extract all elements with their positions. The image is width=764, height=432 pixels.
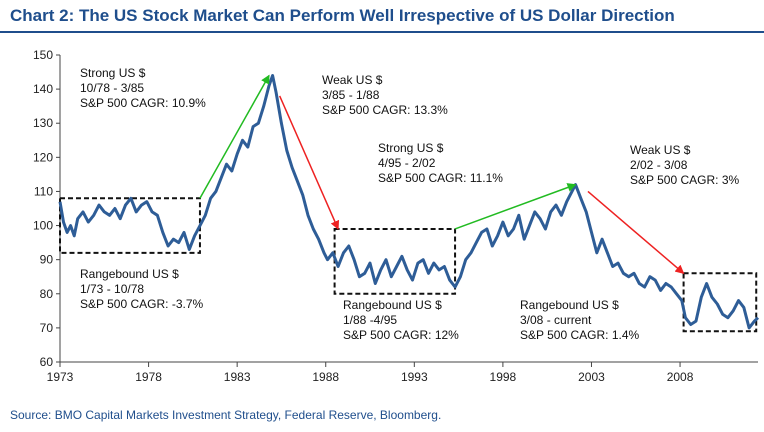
annotation-line: S&P 500 CAGR: 12% (343, 328, 459, 342)
annotation-line: S&P 500 CAGR: -3.7% (80, 297, 204, 311)
x-tick-label: 2008 (667, 370, 694, 384)
x-tick-label: 1993 (401, 370, 428, 384)
annotation-note: Rangebound US $1/88 -4/95S&P 500 CAGR: 1… (343, 298, 459, 342)
annotation-line: Rangebound US $ (80, 267, 179, 281)
annotation-line: S&P 500 CAGR: 11.1% (378, 171, 503, 185)
y-tick-label: 90 (40, 253, 54, 267)
annotation-line: 3/08 - current (520, 313, 592, 327)
y-tick-label: 150 (33, 48, 53, 62)
y-tick-label: 130 (33, 116, 53, 130)
annotation-note: Strong US $4/95 - 2/02S&P 500 CAGR: 11.1… (378, 141, 503, 185)
rangebound-box (333, 227, 457, 295)
y-tick-label: 60 (40, 355, 54, 369)
annotation-line: 4/95 - 2/02 (378, 156, 436, 170)
trend-arrow-up (199, 74, 270, 199)
annotation-line: S&P 500 CAGR: 10.9% (80, 96, 206, 110)
annotation-line: 1/88 -4/95 (343, 313, 397, 327)
annotation-line: S&P 500 CAGR: 13.3% (322, 103, 448, 117)
x-tick-label: 1988 (312, 370, 339, 384)
annotation-note: Strong US $10/78 - 3/85S&P 500 CAGR: 10.… (80, 66, 206, 110)
annotation-line: 3/85 - 1/88 (322, 88, 380, 102)
trend-arrow-down (278, 95, 340, 230)
annotation-line: S&P 500 CAGR: 1.4% (520, 328, 640, 342)
annotation-line: Weak US $ (322, 73, 383, 87)
x-tick-label: 1983 (224, 370, 251, 384)
x-tick-label: 1973 (47, 370, 74, 384)
annotation-note: Rangebound US $1/73 - 10/78S&P 500 CAGR:… (80, 267, 204, 311)
line-chart: 60 70 80 90 100 110 120 130 140 150 1973 1978 1983 19… (33, 48, 760, 384)
annotation-line: Strong US $ (80, 66, 146, 80)
rangebound-box (59, 197, 201, 254)
y-tick-label: 70 (40, 321, 54, 335)
annotation-note: Weak US $2/02 - 3/08S&P 500 CAGR: 3% (630, 143, 739, 187)
annotation-line: 2/02 - 3/08 (630, 158, 688, 172)
y-tick-label: 120 (33, 150, 53, 164)
series-line (58, 74, 760, 330)
y-tick-label: 110 (34, 184, 53, 198)
x-tick-label: 2003 (578, 370, 605, 384)
annotation-line: Rangebound US $ (343, 298, 442, 312)
trend-arrow-down (587, 190, 685, 274)
source-note: Source: BMO Capital Markets Investment S… (10, 408, 442, 422)
y-tick-label: 80 (40, 287, 54, 301)
title-divider (0, 31, 764, 33)
annotation-line: Rangebound US $ (520, 298, 619, 312)
annotation-line: Weak US $ (630, 143, 691, 157)
annotation-line: Strong US $ (378, 141, 444, 155)
chart-title: Chart 2: The US Stock Market Can Perform… (10, 6, 675, 25)
trend-arrow-up (454, 183, 577, 230)
annotation-line: S&P 500 CAGR: 3% (630, 173, 739, 187)
y-tick-label: 140 (33, 82, 53, 96)
x-tick-label: 1998 (490, 370, 517, 384)
annotation-line: 1/73 - 10/78 (80, 282, 144, 296)
annotation-note: Weak US $3/85 - 1/88S&P 500 CAGR: 13.3% (322, 73, 448, 117)
annotation-line: 10/78 - 3/85 (80, 81, 144, 95)
y-tick-label: 100 (33, 219, 53, 233)
x-tick-label: 1978 (135, 370, 162, 384)
